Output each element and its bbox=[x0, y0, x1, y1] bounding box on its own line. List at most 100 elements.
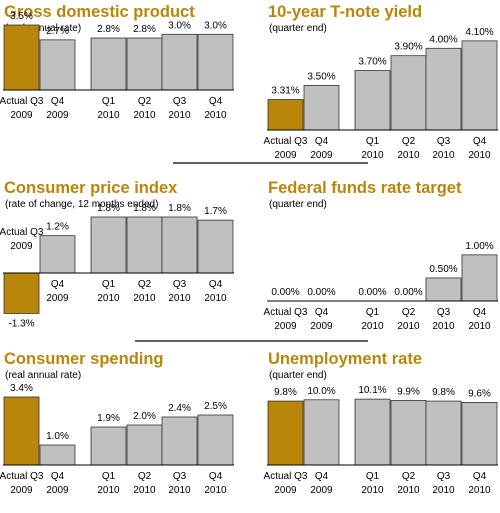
x-tick-label: Q1 bbox=[366, 471, 380, 482]
value-label: 3.0% bbox=[168, 20, 191, 31]
x-tick-label: Q2 bbox=[402, 136, 416, 147]
value-label: 1.2% bbox=[46, 222, 69, 233]
x-tick-label: Q3 bbox=[173, 96, 187, 107]
x-tick-label: Q2 bbox=[138, 471, 152, 482]
bar-actual-q3-2009 bbox=[3, 24, 40, 91]
x-tick-label: Q4 bbox=[51, 279, 65, 290]
bar-q3-2010 bbox=[425, 277, 462, 302]
x-tick-label: Q4 bbox=[51, 96, 65, 107]
bar-q2-2010 bbox=[390, 55, 427, 131]
x-tick-label: Q3 bbox=[437, 136, 451, 147]
value-label: 0.00% bbox=[271, 287, 299, 298]
value-label: 3.50% bbox=[307, 71, 335, 82]
x-tick-label: Q1 bbox=[366, 136, 380, 147]
chart-panel-1: Gross domestic product (real annual rate)… bbox=[0, 3, 234, 121]
bar-q4-2009 bbox=[303, 85, 340, 131]
x-tick-label: Q4 bbox=[315, 471, 329, 482]
x-tick-label-year: 2009 bbox=[10, 485, 33, 496]
x-tick-label: Q2 bbox=[138, 96, 152, 107]
bar-actual-q3-2009 bbox=[267, 400, 304, 466]
x-tick-label: Q4 bbox=[315, 307, 329, 318]
chart-subtitle: (quarter end) bbox=[269, 23, 327, 34]
bar-q4-2009 bbox=[303, 399, 340, 466]
x-tick-label-year: 2010 bbox=[397, 321, 420, 332]
bar-q3-2010 bbox=[161, 216, 198, 274]
chart-title: Unemployment rate bbox=[268, 350, 422, 368]
x-tick-label-year: 2010 bbox=[97, 110, 120, 121]
value-label: -1.3% bbox=[8, 318, 34, 329]
chart-panel-4: Federal funds rate target (quarter end) 0.… bbox=[264, 179, 498, 332]
x-tick-label-year: 2010 bbox=[204, 293, 227, 304]
x-tick-label: Q4 bbox=[473, 471, 487, 482]
x-tick-label-year: 2010 bbox=[361, 150, 384, 161]
bar-actual-q3-2009 bbox=[267, 99, 304, 131]
value-label: 4.00% bbox=[429, 34, 457, 45]
x-tick-label: Q1 bbox=[366, 307, 380, 318]
chart-subtitle: (real annual rate) bbox=[5, 370, 81, 381]
bar-q3-2010 bbox=[161, 33, 198, 91]
chart-title: Consumer price index bbox=[4, 179, 178, 197]
x-tick-label: Q4 bbox=[51, 471, 65, 482]
x-tick-label-year: 2010 bbox=[168, 485, 191, 496]
value-label: 2.0% bbox=[133, 411, 156, 422]
bar-q2-2010 bbox=[126, 216, 163, 274]
x-tick-label: Q3 bbox=[173, 471, 187, 482]
x-tick-label-year: 2010 bbox=[432, 485, 455, 496]
value-label: 1.9% bbox=[97, 413, 120, 424]
x-tick-label-year: 2009 bbox=[310, 150, 333, 161]
value-label: 3.0% bbox=[204, 20, 227, 31]
x-tick-label-year: 2010 bbox=[361, 485, 384, 496]
x-tick-label-year: 2010 bbox=[432, 150, 455, 161]
value-label: 10.0% bbox=[307, 386, 335, 397]
x-tick-label-year: 2010 bbox=[204, 110, 227, 121]
x-tick-label-year: 2009 bbox=[46, 110, 69, 121]
value-label: 0.00% bbox=[307, 287, 335, 298]
value-label: 3.31% bbox=[271, 86, 299, 97]
bar-q4-2010 bbox=[197, 33, 234, 91]
x-tick-label: Q4 bbox=[209, 471, 223, 482]
bar-q2-2010 bbox=[126, 37, 163, 91]
value-label: 1.00% bbox=[465, 241, 493, 252]
bar-q2-2010 bbox=[390, 400, 427, 466]
value-label: 1.7% bbox=[204, 206, 227, 217]
bar-q3-2010 bbox=[161, 416, 198, 466]
x-tick-label-year: 2009 bbox=[274, 485, 297, 496]
bar-q1-2010 bbox=[90, 216, 127, 274]
bar-q4-2010 bbox=[461, 40, 498, 131]
x-tick-label: Q3 bbox=[173, 279, 187, 290]
x-tick-label: Q3 bbox=[437, 307, 451, 318]
value-label: 9.6% bbox=[468, 388, 491, 399]
x-tick-label-year: 2010 bbox=[468, 150, 491, 161]
x-tick-label-year: 2010 bbox=[397, 150, 420, 161]
x-tick-label: Actual Q3 bbox=[0, 96, 44, 107]
x-tick-label-year: 2010 bbox=[97, 485, 120, 496]
chart-panel-6: Unemployment rate (quarter end) 9.8% Actual… bbox=[264, 350, 498, 496]
bar-q3-2010 bbox=[425, 47, 462, 131]
value-label: 2.4% bbox=[168, 403, 191, 414]
bar-actual-q3-2009 bbox=[3, 396, 40, 466]
chart-title: Gross domestic product bbox=[4, 3, 195, 21]
value-label: 9.8% bbox=[432, 387, 455, 398]
value-label: 1.8% bbox=[168, 203, 191, 214]
bar-q1-2010 bbox=[354, 70, 391, 131]
x-tick-label-year: 2009 bbox=[274, 321, 297, 332]
x-tick-label: Q2 bbox=[402, 471, 416, 482]
x-tick-label: Q1 bbox=[102, 96, 116, 107]
x-tick-label: Actual Q3 bbox=[264, 307, 308, 318]
value-label: 3.90% bbox=[394, 42, 422, 53]
bar-q4-2010 bbox=[461, 254, 498, 302]
value-label: 3.4% bbox=[10, 383, 33, 394]
x-tick-label: Q4 bbox=[473, 307, 487, 318]
chart-subtitle: (quarter end) bbox=[269, 199, 327, 210]
x-tick-label: Q1 bbox=[102, 279, 116, 290]
value-label: 2.5% bbox=[204, 401, 227, 412]
x-tick-label-year: 2010 bbox=[204, 485, 227, 496]
chart-subtitle: (quarter end) bbox=[269, 370, 327, 381]
value-label: 0.00% bbox=[358, 287, 386, 298]
bar-q1-2010 bbox=[90, 426, 127, 466]
bar-q4-2010 bbox=[461, 401, 498, 466]
bar-actual-q3-2009 bbox=[3, 272, 40, 314]
bar-q4-2010 bbox=[197, 414, 234, 466]
value-label: 10.1% bbox=[358, 385, 386, 396]
value-label: 2.7% bbox=[46, 26, 69, 37]
